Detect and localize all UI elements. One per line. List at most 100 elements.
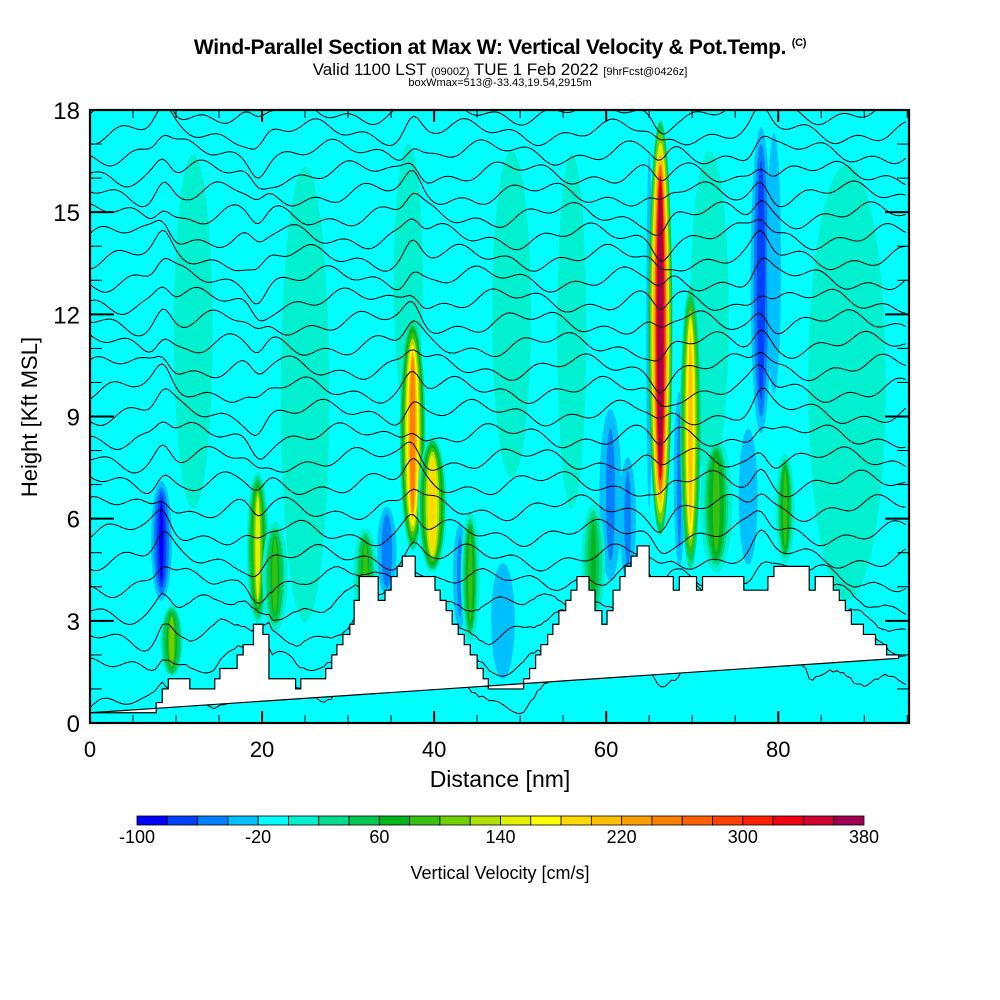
downdraft-plume bbox=[458, 538, 462, 615]
y-tick-label: 0 bbox=[67, 711, 80, 738]
valid-time-lst: Valid 1100 LST bbox=[312, 60, 427, 79]
updraft-plume bbox=[429, 458, 436, 552]
updraft-plume bbox=[712, 458, 720, 552]
theta-contour-line bbox=[90, 349, 906, 394]
weak-band bbox=[296, 209, 314, 580]
colorbar-swatch bbox=[469, 815, 501, 826]
colorbar-swatch bbox=[742, 815, 774, 826]
theta-contour-line bbox=[90, 387, 906, 437]
colorbar-swatch bbox=[803, 815, 835, 826]
theta-contour-line bbox=[90, 229, 906, 272]
x-axis-label: Distance [nm] bbox=[429, 766, 571, 792]
colorbar-tick-label: 300 bbox=[728, 827, 758, 847]
y-tick-label: 6 bbox=[67, 507, 80, 534]
colorbar-swatch bbox=[197, 815, 229, 826]
colorbar-swatch bbox=[833, 815, 865, 826]
updraft-plume bbox=[169, 616, 175, 666]
y-axis-label: Height [Kft MSL] bbox=[17, 336, 42, 498]
downdraft-plume bbox=[159, 499, 164, 582]
theta-contour-line bbox=[90, 286, 906, 322]
downdraft-plume bbox=[758, 169, 764, 391]
copyright-mark: (C) bbox=[791, 37, 807, 49]
chart-title-text: Wind-Parallel Section at Max W: Vertical… bbox=[193, 36, 787, 59]
boxwmax-line: boxWmax=513@-33.43,19.54,2915m bbox=[408, 77, 592, 89]
updraft-plume bbox=[409, 356, 416, 514]
y-tick-label: 15 bbox=[53, 200, 80, 227]
theta-contour-line bbox=[90, 257, 906, 305]
colorbar-tick-label: 220 bbox=[607, 827, 637, 847]
valid-date: TUE 1 Feb 2022 bbox=[473, 60, 599, 79]
downdraft-plume bbox=[677, 416, 681, 543]
colorbar-swatch bbox=[530, 815, 562, 826]
colorbar-swatch bbox=[590, 815, 623, 826]
colorbar-swatch bbox=[227, 815, 259, 826]
updraft-plume bbox=[783, 470, 788, 547]
theta-contour-line bbox=[90, 110, 877, 135]
updraft-plume bbox=[468, 532, 473, 621]
x-tick-label: 80 bbox=[766, 737, 790, 762]
colorbar-swatch bbox=[439, 815, 471, 826]
y-tick-label: 18 bbox=[53, 98, 80, 125]
forecast-info: [9hrFcst@0426z] bbox=[603, 66, 688, 78]
chart-title: Wind-Parallel Section at Max W: Vertical… bbox=[0, 36, 1000, 60]
theta-contour-line bbox=[90, 509, 906, 555]
y-tick-label: 9 bbox=[67, 405, 80, 432]
colorbar-swatch bbox=[166, 815, 198, 826]
colorbar-swatch bbox=[378, 815, 411, 826]
downdraft-plume bbox=[499, 576, 507, 666]
weak-band bbox=[504, 181, 519, 448]
colorbar-swatch bbox=[257, 815, 289, 826]
theta-contour-line bbox=[90, 421, 906, 460]
y-tick-label: 3 bbox=[67, 609, 80, 636]
colorbar-tick-label: -100 bbox=[119, 827, 155, 847]
updraft-plume bbox=[657, 186, 663, 470]
updraft-plume bbox=[688, 332, 693, 525]
theta-contour-line bbox=[90, 561, 906, 605]
theta-contour-line bbox=[90, 488, 906, 533]
theta-contour-line bbox=[90, 110, 906, 150]
theta-contour-line bbox=[90, 441, 906, 474]
theta-contour-line bbox=[90, 320, 906, 362]
colorbar-tick-label: 140 bbox=[485, 827, 515, 847]
updraft-plume bbox=[272, 538, 278, 615]
downdraft-plume bbox=[745, 444, 751, 549]
weak-band bbox=[566, 187, 577, 476]
weak-band bbox=[186, 187, 201, 476]
updraft-plume bbox=[590, 522, 596, 600]
theta-contour-line bbox=[90, 192, 906, 237]
theta-contour-line bbox=[90, 363, 906, 408]
updraft-plume bbox=[255, 495, 261, 600]
y-tick-label: 12 bbox=[53, 302, 80, 329]
axes: 0 20 40 60 80 0 3 6 9 12 15 18 bbox=[53, 98, 911, 762]
colorbar-swatch bbox=[712, 815, 744, 826]
theta-contour-line bbox=[90, 170, 906, 208]
theta-contour-line bbox=[90, 134, 906, 179]
colorbar-swatch bbox=[409, 815, 441, 826]
colorbar-swatch bbox=[318, 815, 350, 826]
weak-band bbox=[833, 205, 861, 560]
colorbar-swatch bbox=[136, 815, 168, 826]
colorbar-swatch bbox=[500, 815, 532, 826]
colorbar-swatch bbox=[681, 815, 713, 826]
theta-contour-line bbox=[90, 158, 906, 190]
colorbar-tick-label: 380 bbox=[849, 827, 879, 847]
valid-time-utc: (0900Z) bbox=[430, 66, 470, 78]
colorbar-swatch bbox=[288, 815, 320, 826]
theta-contour-line bbox=[90, 300, 906, 337]
colorbar-swatch bbox=[348, 815, 380, 826]
theta-contour-line bbox=[90, 218, 906, 262]
downdraft-plume bbox=[625, 474, 630, 563]
colorbar-swatch bbox=[560, 815, 592, 826]
x-tick-label: 40 bbox=[422, 737, 446, 762]
x-tick-label: 0 bbox=[84, 737, 96, 762]
colorbar-swatch bbox=[651, 815, 683, 826]
colorbar-tick-label: -20 bbox=[245, 827, 271, 847]
colorbar-tick-label: 60 bbox=[369, 827, 389, 847]
colorbar-label: Vertical Velocity [cm/s] bbox=[410, 863, 590, 883]
downdraft-plume bbox=[384, 518, 390, 584]
colorbar-swatch bbox=[621, 815, 653, 826]
terrain-profile bbox=[90, 545, 900, 714]
chart-subtitle: Valid 1100 LST (0900Z) TUE 1 Feb 2022 [9… bbox=[0, 60, 1000, 80]
downdraft-plume bbox=[607, 432, 614, 557]
